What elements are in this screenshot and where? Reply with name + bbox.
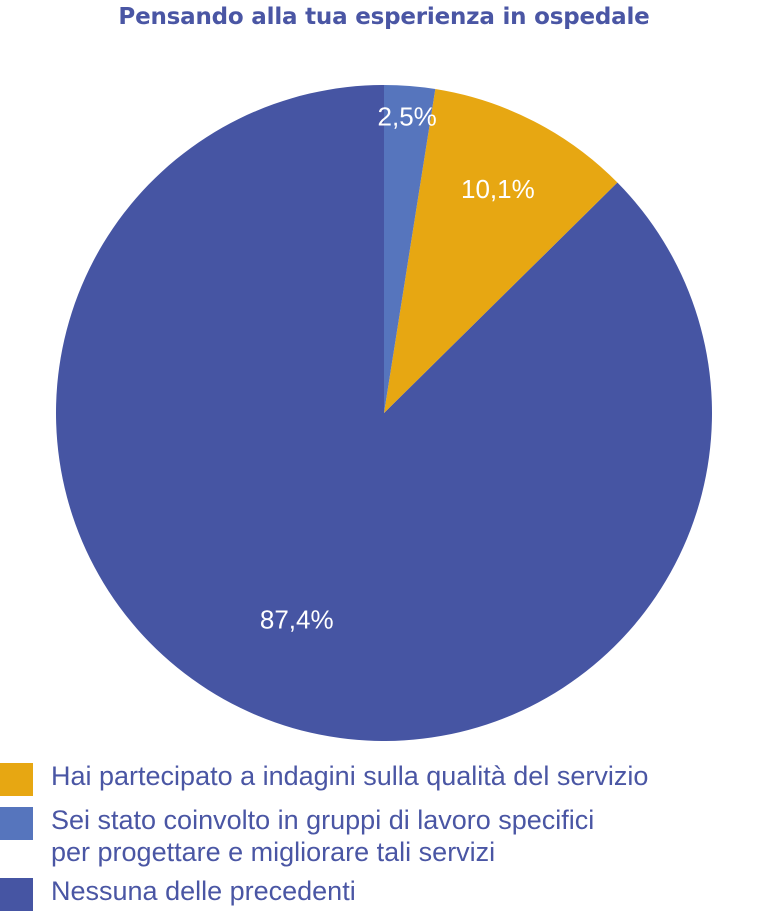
legend-label-indagini: Hai partecipato a indagini sulla qualità… xyxy=(51,761,649,791)
legend-item-nessuna: Nessuna delle precedenti xyxy=(0,875,356,911)
label-gruppi-lavoro: 2,5% xyxy=(378,102,437,132)
pie-chart: 87,4% 10,1% 2,5% xyxy=(56,85,713,741)
legend-item-gruppi-lavoro: Sei stato coinvolto in gruppi di lavoro … xyxy=(0,804,594,868)
legend-swatch-gruppi-lavoro xyxy=(0,807,33,840)
slice-indagini xyxy=(384,89,618,414)
legend-label-nessuna: Nessuna delle precedenti xyxy=(51,876,356,906)
slice-gruppi-lavoro xyxy=(384,85,436,413)
legend-item-indagini: Hai partecipato a indagini sulla qualità… xyxy=(0,760,648,796)
chart-title: Pensando alla tua esperienza in ospedale xyxy=(118,4,650,30)
legend-label-gruppi-lavoro: Sei stato coinvolto in gruppi di lavoro … xyxy=(51,805,595,867)
label-nessuna: 87,4% xyxy=(260,605,334,635)
legend-swatch-nessuna xyxy=(0,878,33,911)
label-indagini: 10,1% xyxy=(461,174,535,204)
legend-swatch-indagini xyxy=(0,763,33,796)
